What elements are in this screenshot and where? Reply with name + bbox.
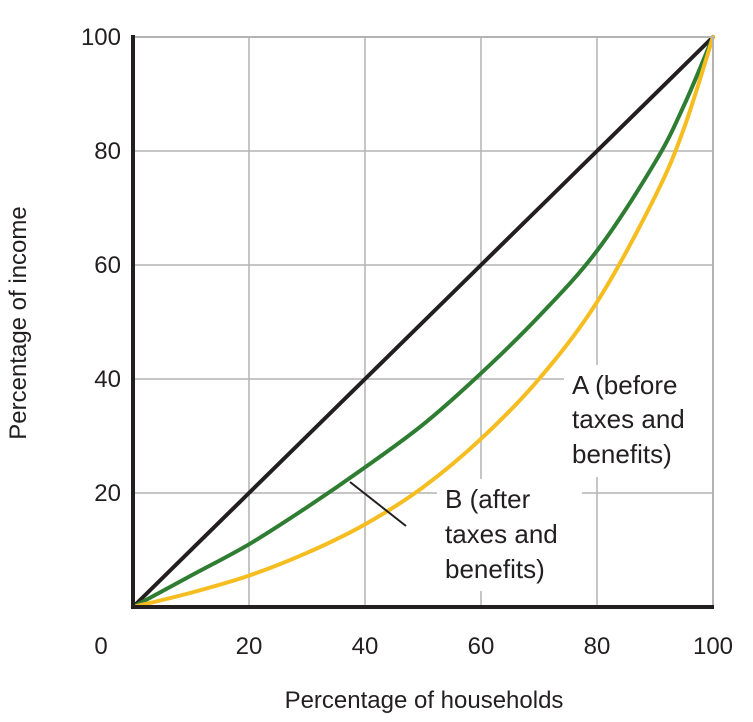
x-tick-label-100: 100: [693, 633, 733, 660]
x-tick-label-60: 60: [468, 633, 495, 660]
x-tick-label-20: 20: [236, 633, 263, 660]
series-line-0: [131, 35, 715, 609]
tick-labels: 0 20 40 60 80 100 20 40 60 80 100: [81, 24, 733, 660]
x-axis-label: Percentage of households: [285, 687, 564, 714]
annotation-a-line-2: taxes and: [572, 404, 685, 434]
y-tick-label-60: 60: [94, 252, 121, 279]
x-tick-label-0: 0: [94, 633, 107, 660]
annotation-b: B (after taxes and benefits): [437, 479, 582, 591]
annotation-b-background: [437, 479, 582, 591]
series-line-2: [131, 35, 715, 609]
x-tick-label-40: 40: [352, 633, 379, 660]
annotation-a-background: [564, 365, 712, 477]
b-leader-line: [349, 481, 407, 527]
series-group: [131, 35, 715, 609]
y-tick-label-80: 80: [94, 138, 121, 165]
plot-frame: [131, 35, 714, 609]
annotation-a-line-1: A (before: [572, 370, 678, 400]
annotation-b-line-3: benefits): [445, 554, 545, 584]
annotation-b-line-2: taxes and: [445, 519, 558, 549]
series-line-1: [131, 35, 715, 609]
annotation-a: A (before taxes and benefits): [564, 365, 712, 477]
y-tick-label-20: 20: [94, 480, 121, 507]
y-tick-label-40: 40: [94, 366, 121, 393]
annotation-b-line-1: B (after: [445, 484, 531, 514]
y-tick-label-100: 100: [81, 24, 121, 51]
x-tick-label-80: 80: [584, 633, 611, 660]
grid: [133, 37, 713, 607]
y-axis-label: Percentage of income: [5, 206, 32, 439]
annotation-a-line-3: benefits): [572, 439, 672, 469]
